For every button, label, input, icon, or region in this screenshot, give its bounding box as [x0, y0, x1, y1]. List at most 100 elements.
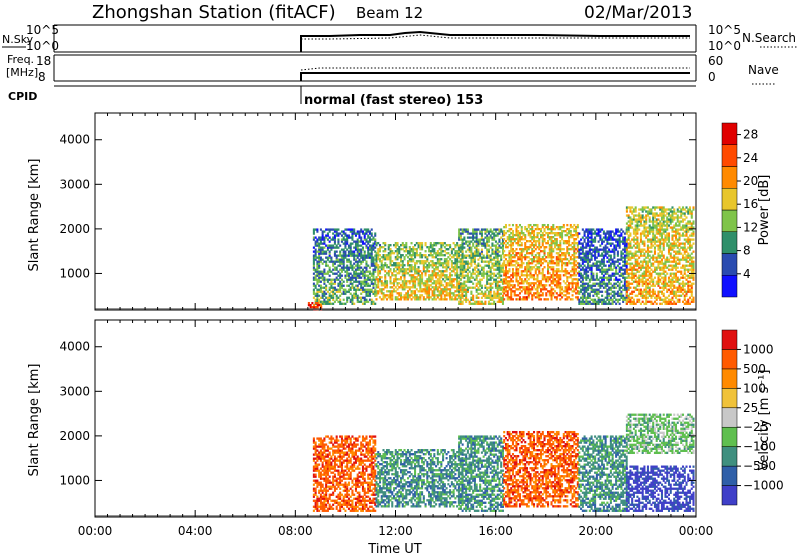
echo-cell	[382, 250, 385, 253]
echo-cell	[321, 242, 324, 245]
echo-cell	[332, 292, 335, 295]
echo-cell	[681, 266, 685, 269]
echo-cell	[562, 254, 565, 257]
echo-cell	[433, 270, 436, 273]
echo-cell	[520, 258, 523, 261]
echo-cell	[445, 278, 448, 281]
echo-cell	[501, 282, 504, 285]
echo-cell	[517, 264, 520, 267]
echo-cell	[319, 250, 322, 253]
echo-cell	[532, 232, 536, 235]
echo-cell	[372, 290, 375, 293]
echo-cell	[543, 246, 546, 249]
echo-cell	[504, 258, 507, 261]
echo-cell	[569, 248, 572, 251]
echo-cell	[678, 234, 681, 237]
echo-cell	[358, 244, 361, 247]
echo-cell	[380, 284, 383, 287]
echo-cell	[634, 230, 637, 233]
echo-cell	[326, 246, 329, 249]
echo-cell	[325, 250, 328, 253]
echo-cell	[385, 284, 389, 287]
echo-cell	[629, 226, 632, 229]
echo-cell	[461, 302, 464, 305]
echo-cell	[319, 258, 322, 261]
echo-cell	[494, 252, 497, 255]
echo-cell	[659, 268, 662, 271]
echo-cell	[645, 286, 648, 289]
echo-cell	[454, 246, 457, 249]
echo-cell	[561, 258, 564, 261]
echo-cell	[639, 292, 642, 295]
echo-cell	[344, 232, 347, 235]
echo-cell	[538, 296, 541, 299]
echo-cell	[681, 280, 685, 283]
echo-cell	[326, 272, 329, 275]
echo-cell	[575, 242, 578, 245]
echo-cell	[414, 272, 417, 275]
echo-cell	[529, 244, 532, 247]
echo-cell	[623, 284, 626, 287]
echo-cell	[673, 286, 676, 289]
echo-cell	[580, 284, 583, 287]
echo-cell	[337, 254, 340, 257]
echo-cell	[575, 278, 578, 281]
echo-cell	[405, 268, 408, 271]
echo-cell	[470, 252, 473, 255]
echo-cell	[358, 260, 361, 263]
echo-cell	[461, 282, 464, 285]
echo-cell	[657, 246, 660, 249]
echo-cell	[442, 266, 445, 269]
echo-cell	[648, 224, 651, 227]
echo-cell	[384, 244, 387, 247]
echo-cell	[472, 282, 475, 285]
echo-cell	[466, 254, 469, 257]
echo-cell	[442, 262, 445, 265]
echo-cell	[511, 284, 514, 287]
echo-cell	[541, 258, 544, 261]
echo-cell	[660, 298, 663, 301]
echo-cell	[575, 296, 578, 299]
echo-cell	[606, 294, 609, 297]
echo-cell	[365, 260, 368, 263]
echo-cell	[475, 276, 478, 279]
echo-cell	[671, 278, 674, 281]
echo-cell	[431, 294, 434, 297]
echo-cell	[466, 240, 469, 243]
echo-cell	[353, 258, 356, 261]
echo-cell	[401, 280, 404, 283]
echo-cell	[608, 260, 611, 263]
echo-cell	[571, 242, 574, 245]
echo-cell	[632, 256, 635, 259]
echo-cell	[363, 254, 366, 257]
echo-cell	[470, 298, 473, 301]
echo-cell	[349, 228, 352, 231]
echo-cell	[400, 298, 403, 301]
echo-cell	[531, 282, 534, 285]
echo-cell	[468, 246, 471, 249]
echo-cell	[491, 296, 494, 299]
echo-cell	[421, 256, 424, 259]
echo-cell	[594, 264, 597, 267]
echo-cell	[510, 260, 513, 263]
echo-cell	[435, 262, 438, 265]
echo-cell	[368, 290, 372, 293]
echo-cell	[547, 276, 550, 279]
echo-cell	[638, 218, 641, 221]
echo-cell	[504, 225, 507, 229]
echo-cell	[477, 272, 480, 275]
echo-cell	[646, 292, 649, 295]
echo-cell	[638, 292, 641, 295]
echo-cell	[625, 238, 628, 241]
echo-cell	[666, 232, 669, 235]
echo-cell	[323, 240, 326, 243]
echo-cell	[525, 250, 529, 253]
echo-cell	[361, 296, 364, 299]
echo-cell	[683, 298, 686, 301]
echo-cell	[664, 270, 667, 273]
echo-cell	[472, 296, 475, 299]
echo-cell	[466, 288, 469, 291]
echo-cell	[625, 260, 628, 263]
echo-cell	[356, 266, 359, 269]
echo-cell	[435, 280, 438, 283]
